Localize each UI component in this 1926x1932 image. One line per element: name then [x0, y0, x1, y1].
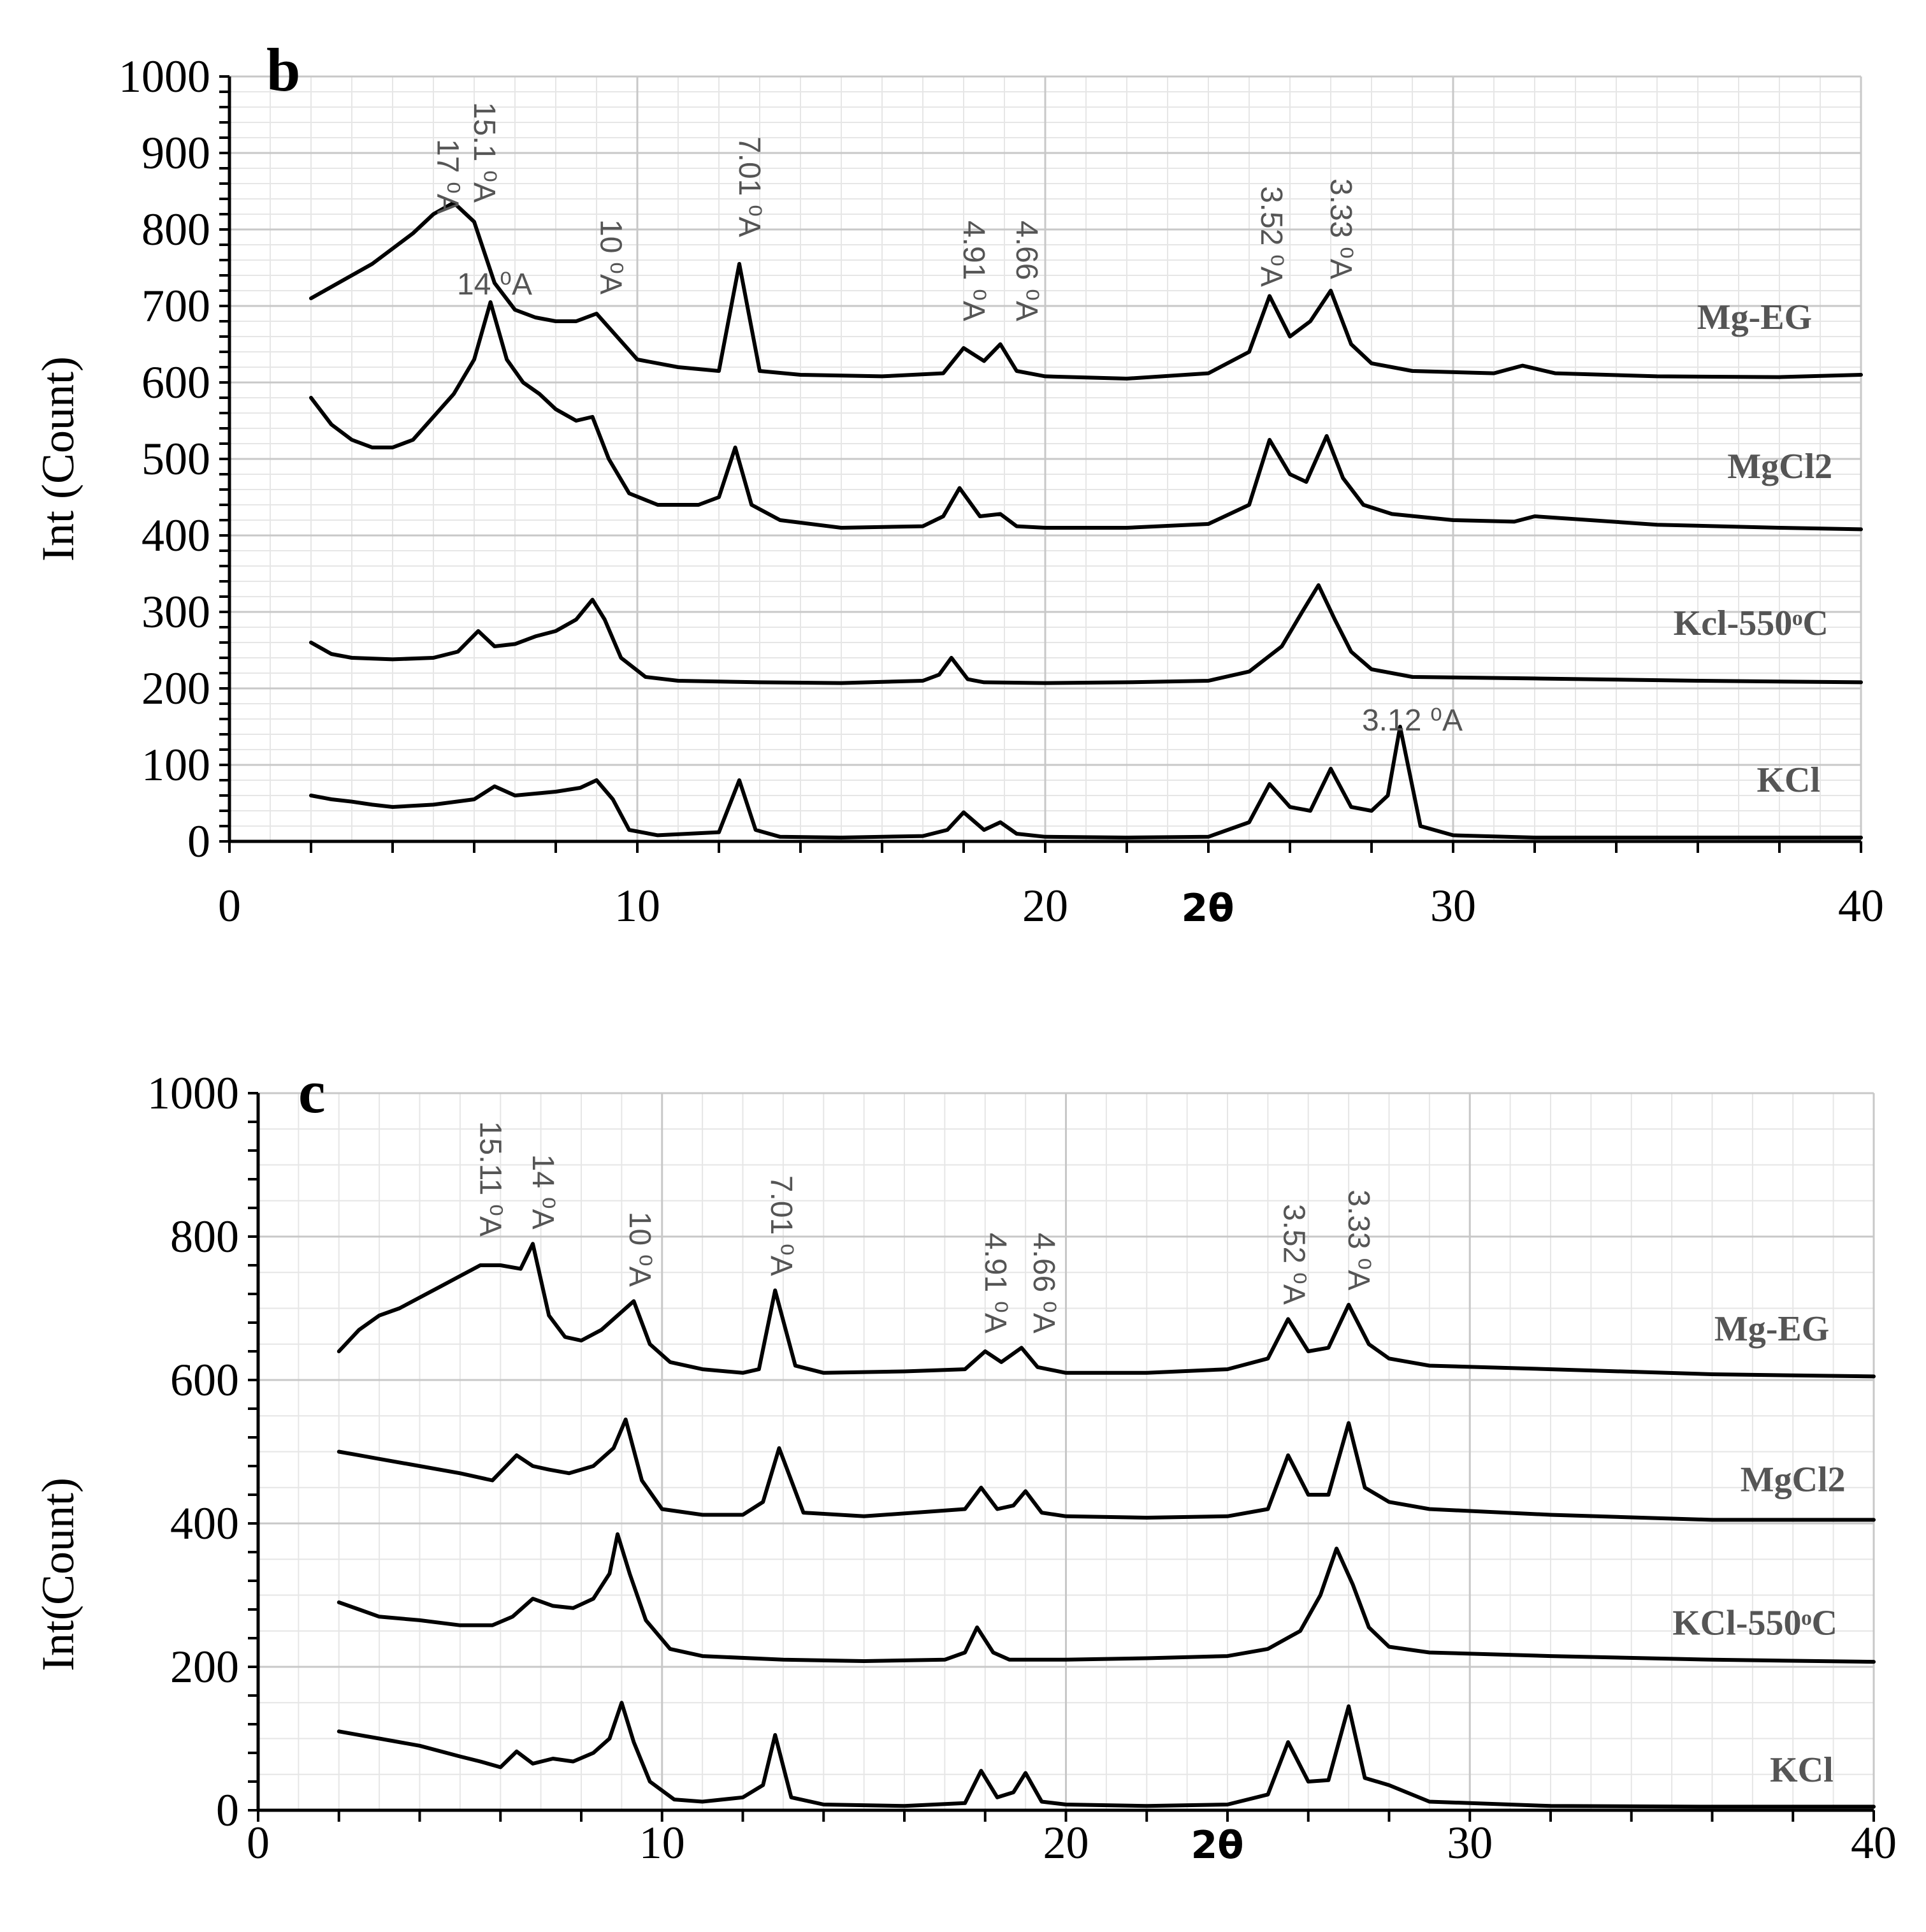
- peak-annotation: 10 ⁰A: [623, 1212, 656, 1287]
- y-tick-label: 1000: [119, 51, 210, 102]
- panel-c-letter: c: [298, 1057, 326, 1126]
- panel-c-grid: [257, 1092, 1875, 1812]
- series-label: Kcl-550ᵒC: [1674, 604, 1828, 643]
- series-label: KCl: [1756, 760, 1820, 800]
- x-axis-title: 2θ: [1191, 1823, 1244, 1868]
- y-axis-title: Int(Count): [33, 1478, 83, 1671]
- peak-annotation: 14 ⁰A: [526, 1154, 560, 1230]
- panel-c-chart: 0 10 20 30 40020040060080010002θInt(Count)Mg…: [33, 1057, 1897, 1868]
- y-tick-label: 300: [141, 586, 210, 637]
- series-line-mgcl2: [337, 1417, 1876, 1522]
- peak-annotation: 3.33 ⁰A: [1342, 1189, 1375, 1290]
- x-axis-title: 2θ: [1182, 886, 1235, 931]
- x-tick-label: 10: [639, 1817, 685, 1868]
- peak-annotation: 7.01 ⁰A: [764, 1175, 798, 1276]
- panel-c-texts: 0 10 20 30 40020040060080010002θInt(Count)Mg…: [33, 1068, 1897, 1868]
- panel-b-traces: [309, 201, 1863, 839]
- peak-annotation: 4.91 ⁰A: [978, 1233, 1012, 1333]
- panel-c-axes: [248, 1092, 1875, 1822]
- peak-annotation: 14 ⁰A: [457, 268, 532, 301]
- y-tick-label: 400: [141, 510, 210, 561]
- panel-b-axes: [219, 75, 1862, 853]
- x-tick-label: 10: [614, 880, 660, 931]
- x-tick-label: 20: [1022, 880, 1068, 931]
- peak-annotation: 15.11 ⁰A: [474, 1121, 507, 1237]
- y-tick-label: 400: [170, 1498, 239, 1549]
- series-line-kcl: [309, 725, 1863, 839]
- y-tick-label: 0: [216, 1785, 239, 1836]
- series-label: MgCl2: [1727, 447, 1832, 486]
- peak-annotation: 17 ⁰A: [430, 139, 464, 214]
- x-tick-label: 0: [247, 1817, 270, 1868]
- peak-annotation: 4.66 ⁰A: [1027, 1233, 1061, 1333]
- series-line-kcl-550-c: [309, 583, 1863, 685]
- peak-annotation: 3.52 ⁰A: [1254, 186, 1288, 287]
- series-label: Mg-EG: [1697, 298, 1812, 337]
- y-tick-label: 0: [187, 816, 210, 867]
- panel-b-texts: 0 10 20 30 400100200300400500600700800900100…: [33, 51, 1884, 931]
- x-tick-label: 20: [1043, 1817, 1089, 1868]
- x-tick-label: 40: [1851, 1817, 1897, 1868]
- peak-annotation: 10 ⁰A: [593, 219, 627, 294]
- series-label: MgCl2: [1741, 1460, 1846, 1499]
- x-tick-label: 30: [1430, 880, 1476, 931]
- y-tick-label: 700: [141, 280, 210, 331]
- y-tick-label: 200: [170, 1641, 239, 1692]
- x-tick-label: 30: [1447, 1817, 1493, 1868]
- series-label: KCl: [1770, 1750, 1834, 1790]
- series-label: Mg-EG: [1714, 1309, 1829, 1349]
- peak-annotation: 4.91 ⁰A: [957, 221, 990, 321]
- y-tick-label: 200: [141, 663, 210, 714]
- peak-annotation: 7.01 ⁰A: [732, 136, 766, 237]
- y-axis-title: Int (Count): [33, 356, 83, 562]
- panel-b-grid: [228, 75, 1862, 843]
- y-tick-label: 900: [141, 127, 210, 178]
- peak-annotation: 15.1 ⁰A: [467, 102, 501, 203]
- series-line-kcl-550-c: [337, 1532, 1876, 1664]
- y-tick-label: 600: [141, 357, 210, 408]
- peak-annotation: 4.66 ⁰A: [1010, 221, 1043, 321]
- y-tick-label: 500: [141, 433, 210, 484]
- y-tick-label: 600: [170, 1355, 239, 1405]
- peak-annotation: 3.33 ⁰A: [1324, 178, 1358, 279]
- y-tick-label: 800: [141, 204, 210, 255]
- y-tick-label: 1000: [147, 1068, 239, 1119]
- series-label: KCl-550ᵒC: [1672, 1603, 1837, 1643]
- panel-c-traces: [337, 1242, 1876, 1809]
- series-line-mg-eg: [309, 201, 1863, 381]
- peak-annotation: 3.12 ⁰A: [1362, 704, 1463, 737]
- y-tick-label: 800: [170, 1211, 239, 1262]
- x-tick-label: 0: [218, 880, 241, 931]
- series-line-mgcl2: [309, 300, 1863, 532]
- panel-b-letter: b: [266, 36, 300, 104]
- x-tick-label: 40: [1838, 880, 1884, 931]
- series-line-mg-eg: [337, 1242, 1876, 1379]
- peak-annotation: 3.52 ⁰A: [1277, 1204, 1311, 1305]
- panel-b-chart: 0 10 20 30 400100200300400500600700800900100…: [33, 36, 1884, 931]
- y-tick-label: 100: [141, 739, 210, 790]
- series-line-kcl: [337, 1701, 1876, 1809]
